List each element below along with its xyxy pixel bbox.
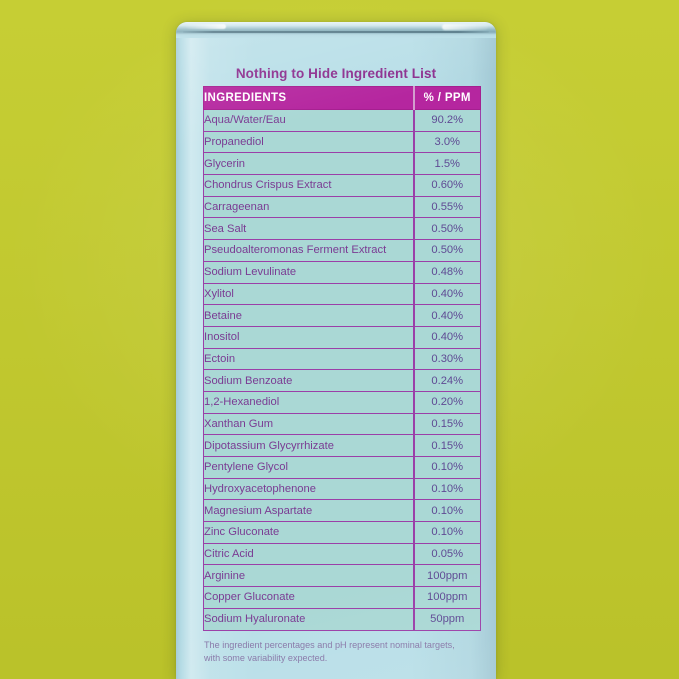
table-row: Sodium Benzoate 0.24%: [203, 369, 481, 392]
column-header-ingredients: INGREDIENTS: [203, 86, 414, 110]
table-row: Copper Gluconate 100ppm: [203, 586, 481, 609]
table-row: Betaine 0.40%: [203, 304, 481, 327]
ingredient-name-cell: Zinc Gluconate: [203, 521, 414, 544]
ingredient-value-cell: 0.05%: [412, 542, 481, 566]
ingredient-value-cell: 0.20%: [412, 390, 481, 414]
seal-highlight-left: [186, 24, 226, 29]
table-row: Propanediol 3.0%: [203, 130, 481, 154]
table-row: Sodium Hyaluronate 50ppm: [203, 607, 481, 631]
ingredient-value-cell: 0.24%: [412, 369, 481, 392]
ingredient-name-cell: Arginine: [203, 564, 414, 588]
ingredient-name-cell: Hydroxyacetophenone: [203, 477, 414, 501]
ingredient-value-cell: 0.10%: [412, 456, 481, 479]
table-row: Carrageenan 0.55%: [203, 195, 481, 219]
ingredient-value-cell: 100ppm: [412, 586, 481, 609]
ingredient-value-cell: 100ppm: [412, 564, 481, 588]
footnote-line-1: The ingredient percentages and pH repres…: [204, 640, 455, 650]
ingredient-name-cell: Copper Gluconate: [203, 586, 414, 609]
table-row: Sea Salt 0.50%: [203, 217, 481, 241]
table-row: Glycerin 1.5%: [203, 152, 481, 176]
package-top-seal: [176, 22, 496, 38]
table-header-row: INGREDIENTS % / PPM: [203, 86, 481, 110]
ingredient-name-cell: Pseudoalteromonas Ferment Extract: [203, 239, 414, 262]
ingredient-name-cell: Dipotassium Glycyrrhizate: [203, 434, 414, 457]
ingredient-value-cell: 0.30%: [412, 347, 481, 371]
table-row: Xylitol 0.40%: [203, 282, 481, 306]
seal-highlight-right: [442, 24, 488, 30]
package-seal-crimp-line: [183, 31, 489, 33]
ingredient-name-cell: 1,2-Hexanediol: [203, 390, 414, 414]
table-row: Inositol 0.40%: [203, 325, 481, 349]
ingredient-name-cell: Xanthan Gum: [203, 412, 414, 436]
ingredient-name-cell: Xylitol: [203, 282, 414, 306]
ingredient-name-cell: Pentylene Glycol: [203, 456, 414, 479]
ingredient-value-cell: 1.5%: [412, 152, 481, 176]
ingredient-value-cell: 90.2%: [412, 109, 481, 132]
package-label-panel: Nothing to Hide Ingredient List INGREDIE…: [176, 38, 496, 679]
table-row: Arginine 100ppm: [203, 564, 481, 588]
column-header-percent-ppm: % / PPM: [412, 86, 481, 110]
ingredient-name-cell: Ectoin: [203, 347, 414, 371]
ingredient-name-cell: Betaine: [203, 304, 414, 327]
table-row: Hydroxyacetophenone 0.10%: [203, 477, 481, 501]
table-row: Chondrus Crispus Extract 0.60%: [203, 174, 481, 197]
table-row: Ectoin 0.30%: [203, 347, 481, 371]
table-row: Pentylene Glycol 0.10%: [203, 456, 481, 479]
ingredient-value-cell: 0.40%: [412, 325, 481, 349]
ingredient-value-cell: 0.50%: [412, 239, 481, 262]
table-row: 1,2-Hexanediol 0.20%: [203, 390, 481, 414]
ingredient-value-cell: 0.50%: [412, 217, 481, 241]
ingredient-value-cell: 0.10%: [412, 477, 481, 501]
ingredient-value-cell: 0.15%: [412, 412, 481, 436]
ingredient-name-cell: Propanediol: [203, 130, 414, 154]
table-row: Magnesium Aspartate 0.10%: [203, 499, 481, 523]
ingredient-table: INGREDIENTS % / PPM Aqua/Water/Eau 90.2% P…: [203, 86, 481, 631]
ingredient-value-cell: 50ppm: [412, 607, 481, 631]
table-row: Zinc Gluconate 0.10%: [203, 521, 481, 544]
ingredient-name-cell: Sodium Hyaluronate: [203, 607, 414, 631]
table-row: Xanthan Gum 0.15%: [203, 412, 481, 436]
ingredient-value-cell: 0.40%: [412, 304, 481, 327]
table-body: Aqua/Water/Eau 90.2% Propanediol 3.0% Glycer…: [203, 109, 481, 631]
ingredient-name-cell: Sodium Levulinate: [203, 260, 414, 284]
footnote-line-2: with some variability expected.: [204, 653, 328, 664]
ingredient-value-cell: 0.10%: [412, 521, 481, 544]
ingredient-value-cell: 0.60%: [412, 174, 481, 197]
ingredient-name-cell: Inositol: [203, 325, 414, 349]
ingredient-name-cell: Sea Salt: [203, 217, 414, 241]
ingredient-value-cell: 0.40%: [412, 282, 481, 306]
table-row: Sodium Levulinate 0.48%: [203, 260, 481, 284]
product-package: Nothing to Hide Ingredient List INGREDIE…: [176, 22, 496, 679]
ingredient-name-cell: Citric Acid: [203, 542, 414, 566]
ingredient-value-cell: 3.0%: [412, 130, 481, 154]
table-row: Pseudoalteromonas Ferment Extract 0.50%: [203, 239, 481, 262]
ingredient-value-cell: 0.15%: [412, 434, 481, 457]
ingredient-name-cell: Glycerin: [203, 152, 414, 176]
ingredient-value-cell: 0.48%: [412, 260, 481, 284]
ingredient-name-cell: Chondrus Crispus Extract: [203, 174, 414, 197]
ingredient-name-cell: Magnesium Aspartate: [203, 499, 414, 523]
ingredient-value-cell: 0.55%: [412, 195, 481, 219]
table-head: INGREDIENTS % / PPM: [203, 86, 481, 110]
panel-title: Nothing to Hide Ingredient List: [235, 66, 437, 81]
table-row: Dipotassium Glycyrrhizate 0.15%: [203, 434, 481, 457]
ingredient-name-cell: Carrageenan: [203, 195, 414, 219]
ingredient-value-cell: 0.10%: [412, 499, 481, 523]
table-row: Aqua/Water/Eau 90.2%: [203, 109, 481, 132]
table-row: Citric Acid 0.05%: [203, 542, 481, 566]
ingredient-name-cell: Sodium Benzoate: [203, 369, 414, 392]
ingredient-name-cell: Aqua/Water/Eau: [203, 109, 414, 132]
footnote: The ingredient percentages and pH repres…: [204, 639, 472, 665]
